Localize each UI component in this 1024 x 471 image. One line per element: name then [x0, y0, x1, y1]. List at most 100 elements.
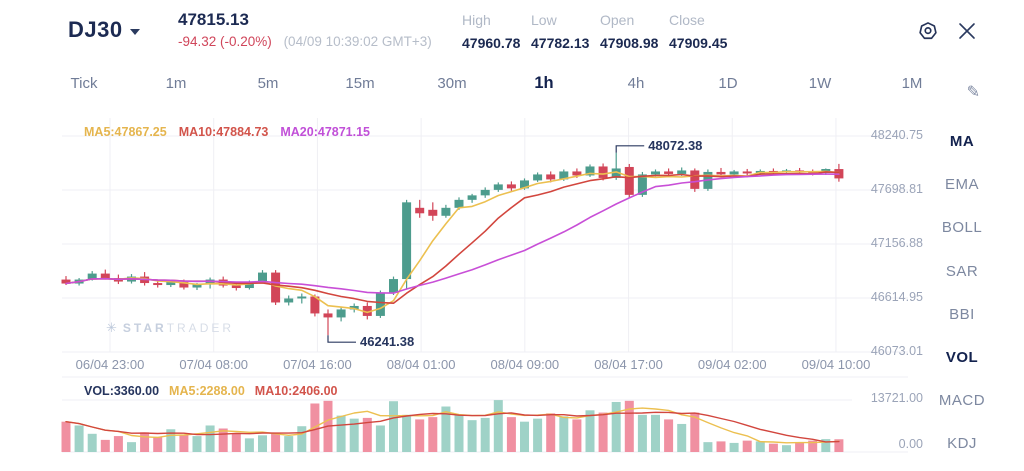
indicator-bbi[interactable]: BBI — [949, 305, 975, 323]
tab-tick[interactable]: Tick — [70, 74, 98, 92]
x-axis-label: 07/04 16:00 — [283, 357, 352, 372]
tab-1w[interactable]: 1W — [808, 74, 832, 92]
volume-bar — [192, 436, 202, 452]
close-button[interactable] — [955, 19, 979, 43]
price-change: -94.32 (-0.20%) — [178, 34, 272, 49]
indicator-sar[interactable]: SAR — [945, 262, 979, 280]
volume-bar — [651, 414, 660, 452]
candle — [336, 309, 346, 318]
candle — [415, 207, 425, 214]
stat-value: 47782.13 — [531, 35, 590, 51]
volume-bar — [624, 400, 634, 452]
candle — [166, 282, 176, 286]
candle — [87, 273, 97, 280]
candle — [153, 283, 163, 286]
volume-bar — [480, 417, 490, 452]
gear-icon — [919, 22, 937, 40]
x-axis-label: 08/04 01:00 — [386, 357, 456, 372]
indicator-ema[interactable]: EMA — [944, 176, 979, 194]
volume-bar — [297, 426, 307, 452]
indicator-vol[interactable]: VOL — [945, 349, 979, 366]
tab-15m[interactable]: 15m — [345, 74, 375, 92]
indicator-ma[interactable]: MA — [949, 133, 975, 150]
volume-bar — [231, 433, 241, 452]
volume-bar — [349, 418, 359, 452]
x-axis-label: 08/04 09:00 — [490, 357, 560, 372]
vol-legend-item: VOL:3360.00 — [84, 384, 160, 398]
candle — [297, 296, 307, 299]
tab-1m[interactable]: 1m — [165, 74, 187, 92]
vol-legend-item: MA5:2288.00 — [169, 384, 245, 398]
volume-bar — [572, 419, 582, 452]
quote-timestamp: (04/09 10:39:02 GMT+3) — [283, 34, 432, 49]
price-annotation-low: 46241.38 — [360, 334, 415, 350]
candle — [244, 281, 254, 289]
volume-bar — [284, 436, 294, 452]
volume-bar — [768, 443, 778, 452]
tab-5m[interactable]: 5m — [257, 74, 279, 92]
stat-label: Close — [669, 12, 705, 28]
price-change-row: -94.32 (-0.20%) (04/09 10:39:02 GMT+3) — [178, 34, 432, 49]
volume-bar — [153, 436, 163, 452]
candle — [375, 293, 385, 316]
close-icon — [959, 23, 975, 39]
volume-bar — [467, 420, 477, 452]
candle — [572, 171, 582, 176]
candle — [585, 166, 595, 176]
volume-bar — [559, 416, 569, 452]
volume-legend: VOL:3360.00 MA5:2288.00 MA10:2406.00 — [84, 384, 348, 398]
indicator-macd[interactable]: MACD — [938, 392, 986, 410]
watermark-part2: TRADER — [166, 321, 235, 335]
drawing-tools-icon[interactable]: ✎ — [966, 84, 980, 101]
candle — [480, 189, 490, 196]
candle — [546, 174, 556, 180]
candle — [729, 171, 739, 175]
volume-bar — [362, 417, 372, 452]
volume-bar — [258, 435, 267, 452]
volume-bar — [402, 414, 412, 452]
volume-bar — [218, 428, 228, 452]
tab-1h[interactable]: 1h — [534, 73, 554, 92]
tab-1m[interactable]: 1M — [901, 74, 923, 92]
indicator-kdj[interactable]: KDJ — [947, 435, 977, 453]
candle — [441, 207, 451, 216]
volume-bar — [415, 419, 425, 452]
stat-label: Open — [600, 12, 635, 28]
x-axis-label: 09/04 10:00 — [801, 357, 871, 372]
x-axis-label: 09/04 02:00 — [697, 357, 767, 372]
volume-bar — [205, 425, 215, 452]
candle — [506, 184, 516, 189]
candle — [258, 272, 267, 282]
symbol-name: DJ30 — [68, 17, 123, 42]
stat-high: High 47960.78 — [462, 12, 522, 51]
stat-close: Close 47909.45 — [669, 12, 729, 51]
stat-open: Open 47908.98 — [600, 12, 660, 51]
volume-bar — [637, 414, 647, 452]
candle — [402, 202, 412, 280]
indicator-boll[interactable]: BOLL — [941, 219, 983, 237]
candle — [493, 184, 503, 190]
chevron-down-icon — [129, 28, 140, 35]
volume-bar — [703, 442, 713, 452]
stat-value: 47909.45 — [669, 35, 728, 51]
volume-bar — [782, 445, 791, 452]
tab-30m[interactable]: 30m — [437, 74, 467, 92]
tab-4h[interactable]: 4h — [627, 74, 645, 92]
volume-bar — [729, 442, 739, 452]
x-axis-label: 06/04 23:00 — [75, 357, 145, 372]
volume-bar — [546, 413, 556, 452]
volume-bar — [336, 415, 346, 452]
y-axis-label: 46614.95 — [870, 289, 923, 304]
candle — [651, 171, 660, 175]
volume-bar — [441, 406, 451, 452]
settings-button[interactable] — [916, 19, 940, 43]
volume-bar — [664, 419, 674, 452]
symbol-selector[interactable]: DJ30 — [68, 17, 140, 43]
tab-1d[interactable]: 1D — [718, 74, 738, 92]
volume-bar — [428, 417, 438, 452]
candle — [664, 171, 674, 174]
volume-bar — [716, 441, 726, 452]
candle — [533, 174, 543, 181]
candle — [362, 305, 372, 316]
